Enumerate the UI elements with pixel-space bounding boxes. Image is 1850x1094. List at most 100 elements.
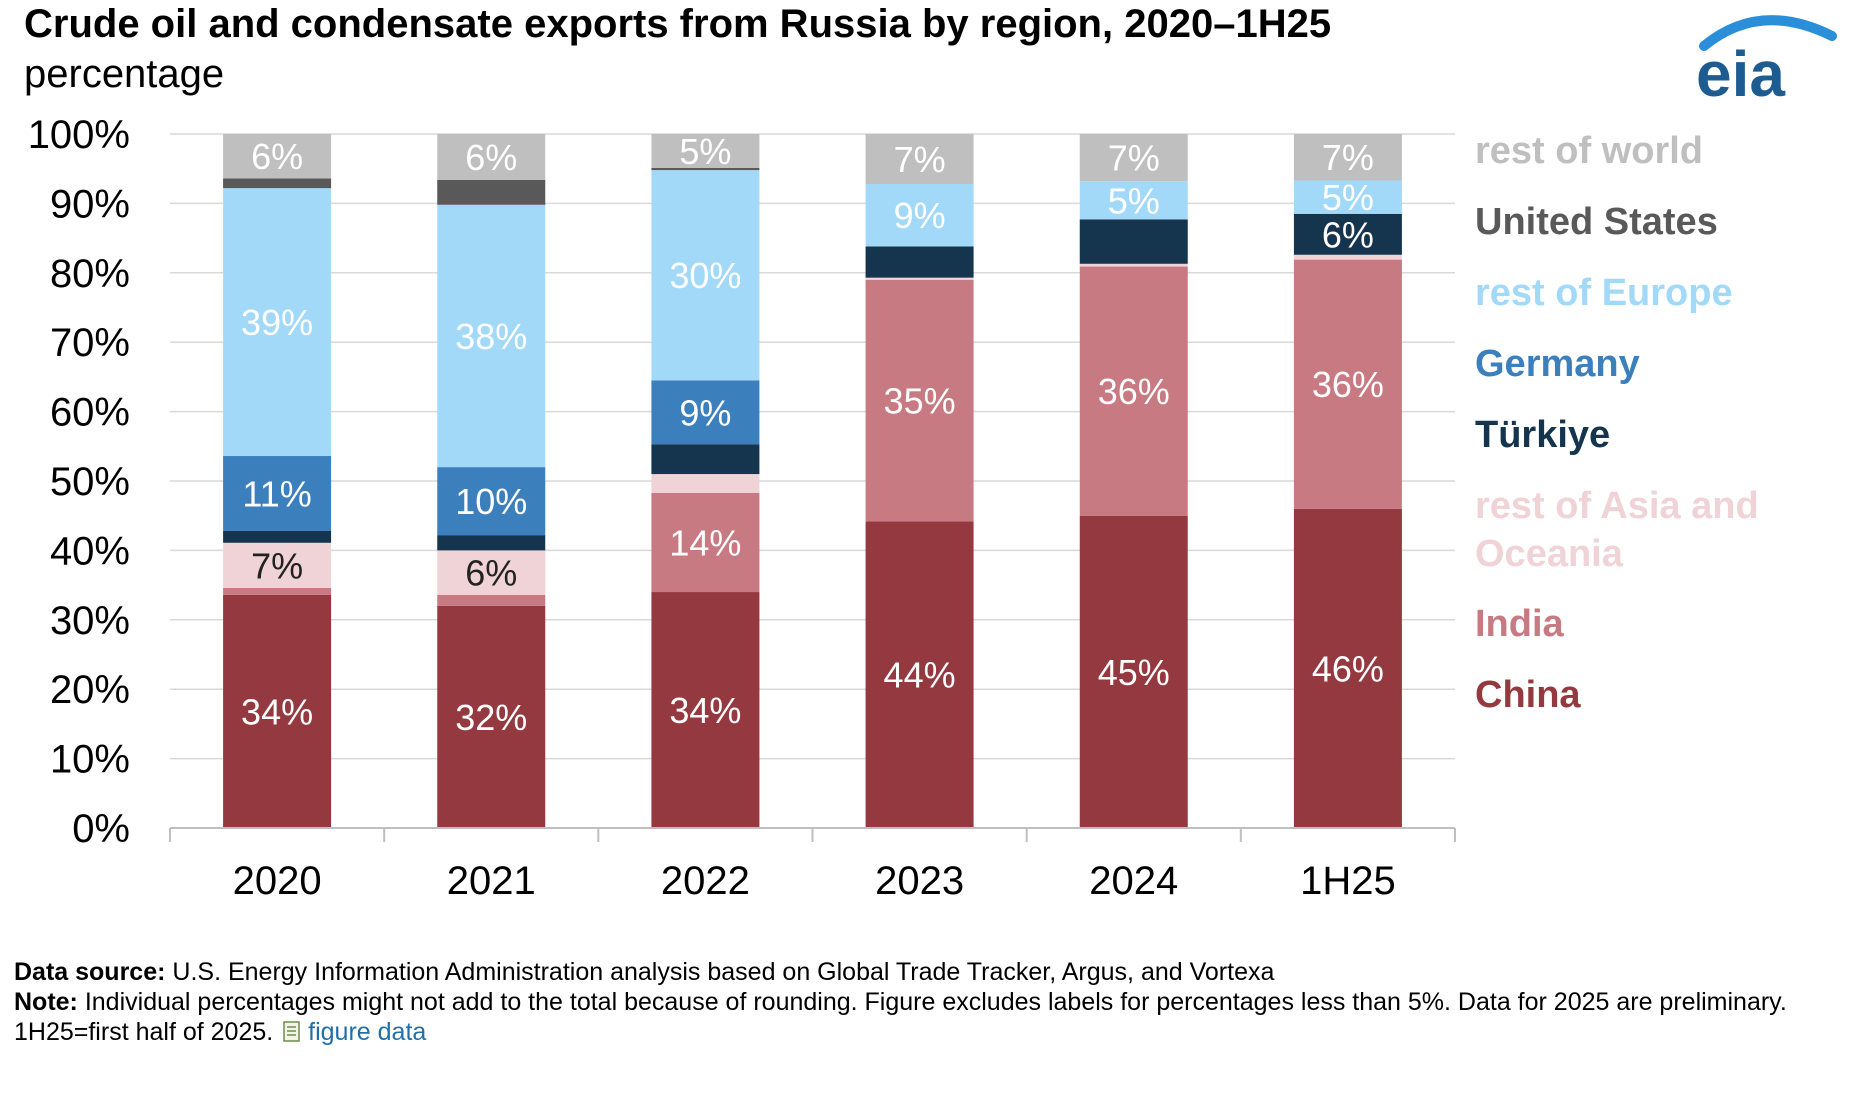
bar-data-label: 35% bbox=[884, 380, 956, 421]
bar-segment bbox=[437, 204, 546, 468]
bar-data-label: 46% bbox=[1312, 648, 1384, 689]
bar-segment bbox=[865, 277, 974, 280]
bar-data-label: 6% bbox=[465, 137, 517, 178]
bar-segment bbox=[1293, 180, 1402, 214]
x-tick-label: 2024 bbox=[1089, 859, 1178, 903]
bar-segment bbox=[437, 594, 546, 606]
note-text: Individual percentages might not add to … bbox=[14, 988, 1787, 1046]
figure-data-link[interactable]: figure data bbox=[308, 1018, 427, 1046]
y-tick-label: 60% bbox=[50, 391, 130, 435]
legend-label: rest of Asia and Oceania bbox=[1475, 485, 1759, 575]
y-tick-label: 100% bbox=[28, 113, 130, 157]
chart-subtitle: percentage bbox=[24, 52, 225, 96]
y-tick-label: 50% bbox=[50, 460, 130, 504]
bar-segment bbox=[651, 492, 760, 593]
bar-data-label: 36% bbox=[1098, 371, 1170, 412]
bar-segment bbox=[223, 542, 332, 588]
bar-segment bbox=[865, 521, 974, 828]
bar-segment bbox=[223, 188, 332, 457]
chart-footer: Data source: U.S. Energy Information Adm… bbox=[14, 957, 1834, 1047]
legend-label-line: rest of Asia and bbox=[1475, 485, 1759, 527]
bar-data-label: 6% bbox=[465, 553, 517, 594]
y-tick-label: 80% bbox=[50, 252, 130, 296]
y-tick-label: 10% bbox=[50, 738, 130, 782]
legend-label: rest of world bbox=[1475, 130, 1703, 172]
bar-data-label: 32% bbox=[455, 697, 527, 738]
bar-segment bbox=[1293, 508, 1402, 828]
data-source-label: Data source: bbox=[14, 958, 166, 986]
bar-data-label: 34% bbox=[241, 691, 313, 732]
y-tick-label: 40% bbox=[50, 529, 130, 573]
legend-label: India bbox=[1475, 603, 1565, 645]
bar-segment bbox=[437, 467, 546, 536]
bar-segment bbox=[651, 380, 760, 445]
bar-data-label: 5% bbox=[1322, 177, 1374, 218]
bar-segment bbox=[437, 550, 546, 595]
bar-data-label: 10% bbox=[455, 481, 527, 522]
x-tick-label: 2022 bbox=[661, 859, 750, 903]
y-tick-label: 70% bbox=[50, 321, 130, 365]
bar-segment bbox=[223, 594, 332, 828]
eia-logo-text: eia bbox=[1696, 38, 1785, 108]
y-tick-label: 30% bbox=[50, 599, 130, 643]
bar-segment bbox=[865, 279, 974, 522]
bar-data-label: 36% bbox=[1312, 364, 1384, 405]
bar-segment bbox=[865, 183, 974, 247]
bar-segment bbox=[1293, 254, 1402, 260]
bar-data-label: 45% bbox=[1098, 652, 1170, 693]
eia-logo[interactable]: eia bbox=[1690, 8, 1840, 108]
bar-segment bbox=[223, 587, 332, 595]
bar-data-label: 38% bbox=[455, 316, 527, 357]
bar-series bbox=[223, 134, 1402, 828]
bar-segment bbox=[437, 605, 546, 828]
bar-segment bbox=[865, 134, 974, 184]
bar-segment bbox=[223, 456, 332, 531]
bar-segment bbox=[1293, 213, 1402, 255]
legend-label: Germany bbox=[1475, 343, 1640, 385]
chart-title: Crude oil and condensate exports from Ru… bbox=[24, 2, 1332, 46]
legend-label: Türkiye bbox=[1475, 414, 1610, 456]
bar-segment bbox=[1079, 515, 1188, 828]
bar-segment bbox=[437, 134, 546, 180]
eia-logo-arc-icon bbox=[1699, 15, 1837, 51]
bar-segment bbox=[437, 179, 546, 205]
bar-segment bbox=[1293, 134, 1402, 181]
x-tick-label: 2023 bbox=[875, 859, 964, 903]
bar-segment bbox=[651, 170, 760, 381]
legend-label: rest of Europe bbox=[1475, 272, 1733, 314]
y-axis-tick-labels: 0% 10% 20% 30% 40% 50% 60% 70% 80% 90% 100% bbox=[28, 113, 130, 851]
bar-segment bbox=[865, 246, 974, 278]
bar-segment bbox=[1079, 181, 1188, 220]
spreadsheet-icon bbox=[283, 1021, 300, 1042]
bar-segment bbox=[223, 178, 332, 189]
legend-label: United States bbox=[1475, 201, 1718, 243]
bar-segment bbox=[1079, 219, 1188, 264]
bar-data-label: 7% bbox=[251, 545, 303, 586]
x-tick-label: 2020 bbox=[233, 859, 322, 903]
x-tick-label: 1H25 bbox=[1300, 859, 1396, 903]
bar-data-label: 7% bbox=[1322, 137, 1374, 178]
bar-data-label: 7% bbox=[1108, 138, 1160, 179]
note-label: Note: bbox=[14, 988, 78, 1016]
bar-segment bbox=[651, 444, 760, 475]
note-line: Note: Individual percentages might not a… bbox=[14, 987, 1834, 1047]
bar-data-label: 44% bbox=[884, 655, 956, 696]
x-tick-label: 2021 bbox=[447, 859, 536, 903]
bar-data-label: 5% bbox=[679, 131, 731, 172]
bar-segment bbox=[437, 535, 546, 551]
bar-data-label: 6% bbox=[1322, 214, 1374, 255]
bar-segment bbox=[1079, 263, 1188, 267]
bar-data-label: 14% bbox=[669, 522, 741, 563]
bar-segment bbox=[1079, 134, 1188, 182]
legend: rest of world United States rest of Europe… bbox=[1475, 130, 1759, 716]
data-labels: 34% 7% 11% 39% 6% 32% 6% 10% 38% 6% 34% 14% 9% 30% 5% 4… bbox=[241, 131, 1384, 738]
gridlines bbox=[170, 133, 1455, 760]
bar-segment bbox=[651, 592, 760, 828]
bar-data-label: 30% bbox=[669, 255, 741, 296]
bar-segment bbox=[223, 134, 332, 179]
bar-segment bbox=[651, 168, 760, 171]
stacked-bar-chart: 0% 10% 20% 30% 40% 50% 60% 70% 80% 90% 100% 34% 7% 1… bbox=[28, 113, 1759, 903]
bar-segment bbox=[1079, 266, 1188, 516]
y-tick-label: 90% bbox=[50, 182, 130, 226]
legend-label: China bbox=[1475, 674, 1581, 716]
